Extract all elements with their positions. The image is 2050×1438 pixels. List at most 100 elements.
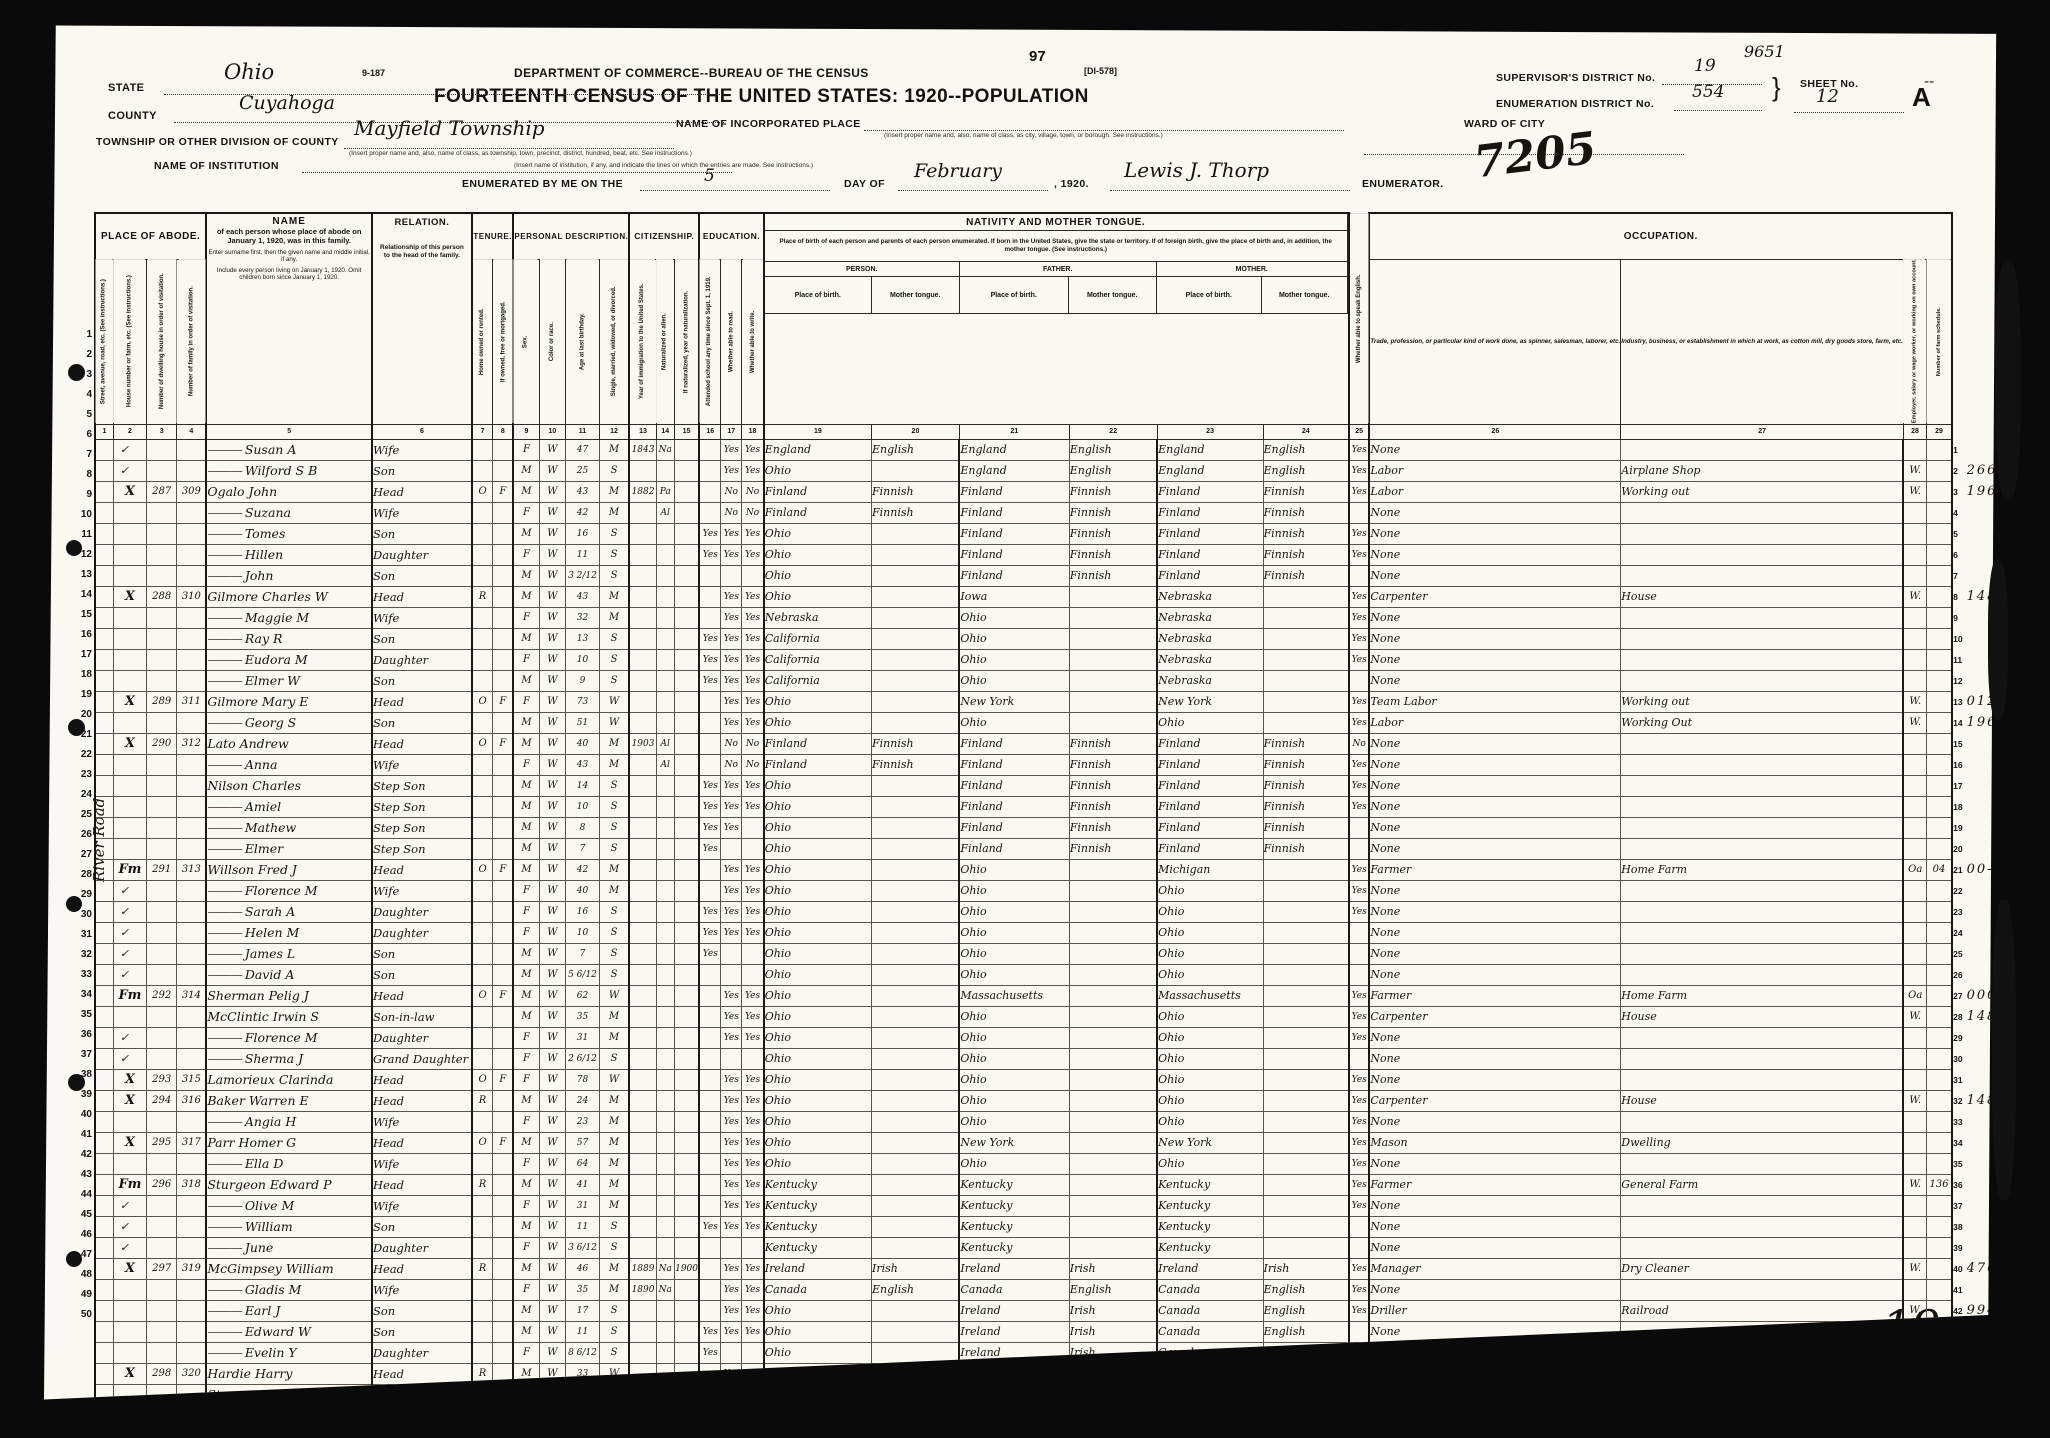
em-cell: [1902, 564, 1927, 587]
im-cell: [628, 942, 657, 965]
fl-cell: [1068, 648, 1158, 671]
ms-cell: M: [598, 1026, 630, 1049]
dw-cell: [146, 774, 178, 797]
fm-cell: [176, 1215, 207, 1238]
pl-cell: Finnish: [871, 753, 960, 776]
fb-cell: Finland: [958, 522, 1070, 545]
township-label: TOWNSHIP OR OTHER DIVISION OF COUNTY: [96, 136, 339, 148]
wr-cell: Yes: [741, 690, 765, 713]
dw-cell: [146, 1215, 178, 1238]
sc-cell: [698, 690, 722, 713]
rl-cell: Daughter: [370, 921, 473, 944]
im-cell: [628, 1131, 657, 1154]
rl-cell: Step Son: [370, 774, 473, 797]
right-line-number: 46: [1951, 1384, 1967, 1400]
wr-cell: Yes: [741, 1215, 765, 1238]
na-cell: [655, 1110, 675, 1133]
sx-cell: M: [512, 1362, 540, 1385]
sc-cell: [698, 480, 722, 503]
ow-cell: [470, 1215, 494, 1238]
im-cell: [628, 711, 657, 734]
wr-cell: No: [741, 480, 765, 503]
im-cell: [628, 1215, 657, 1238]
na-cell: [655, 1362, 675, 1385]
ms-cell: S: [598, 564, 630, 587]
ow-cell: O: [470, 1068, 494, 1091]
fb-cell: Ohio: [958, 1047, 1070, 1070]
em-cell: [1902, 438, 1927, 461]
rl-cell: Step Son: [370, 837, 473, 860]
dw-cell: [146, 900, 178, 923]
dw-cell: 293: [146, 1068, 178, 1091]
sx-cell: M: [512, 711, 540, 734]
ow-cell: [470, 1005, 494, 1028]
fa-cell: [1925, 480, 1954, 503]
sc-cell: Yes: [698, 795, 722, 818]
fb-cell: Ohio: [958, 711, 1070, 734]
pl-cell: [871, 774, 960, 797]
in-cell: [1620, 1383, 1904, 1400]
en-cell: Yes: [1347, 627, 1370, 650]
ditto-dash: ———: [207, 673, 245, 689]
fm-cell: [176, 1236, 207, 1259]
ms-cell: S: [598, 543, 630, 566]
sc-cell: Yes: [698, 774, 722, 797]
wr-cell: Yes: [741, 858, 765, 881]
street-cell: [93, 879, 114, 902]
county-rule: [174, 122, 724, 123]
rl-cell: Head: [370, 1173, 473, 1196]
im-cell: [629, 1405, 656, 1426]
in-cell: [1620, 1110, 1904, 1133]
in-cell: [1620, 1278, 1904, 1301]
mb-cell: Ohio: [1156, 921, 1264, 944]
right-line-number: 25: [1951, 943, 1967, 965]
em-cell: [1902, 732, 1927, 755]
fm-cell: [176, 837, 207, 860]
street-cell: [93, 1173, 114, 1196]
no-cell: 994: [1966, 1303, 1998, 1319]
fb-cell: Finland: [958, 753, 1070, 776]
em-cell: [1902, 963, 1927, 986]
column-number: 16: [698, 423, 722, 440]
name-cell: ——— June: [205, 1236, 373, 1259]
em-cell: [1902, 669, 1927, 692]
en-cell: No: [1347, 732, 1370, 755]
im-cell: [628, 1047, 657, 1070]
ow-cell: R: [470, 1173, 494, 1196]
pl-cell: [871, 837, 960, 860]
fa-cell: [1925, 1341, 1954, 1364]
in-cell: [1621, 1405, 1904, 1426]
rl-cell: Head: [370, 1131, 473, 1154]
ditto-dash: ———: [207, 946, 245, 962]
fm-cell: [176, 543, 207, 566]
left-line-number: 47: [80, 1249, 92, 1260]
pb-cell: Ohio: [762, 1089, 873, 1112]
column-number: 1: [93, 423, 114, 440]
rl-cell: Head: [370, 732, 473, 755]
ml-cell: [1262, 627, 1350, 650]
name-cell: ——— Elmer W: [205, 669, 373, 692]
fm-cell: [176, 1341, 207, 1364]
ow-cell: [470, 1236, 494, 1259]
mg-cell: [492, 711, 514, 734]
fm-cell: 310: [176, 585, 207, 608]
mb-cell: Finland: [1156, 501, 1264, 524]
na-cell: Na: [655, 438, 675, 461]
street-cell: [93, 669, 114, 692]
di-code: [DI-578]: [1084, 66, 1118, 76]
ny-cell: [673, 459, 700, 482]
fb-cell: Finland: [958, 480, 1070, 503]
fb-cell: Ohio: [959, 1405, 1069, 1426]
house-cell: [112, 501, 148, 524]
punch-hole: [66, 1251, 82, 1267]
wr-cell: Yes: [741, 543, 765, 566]
dw-cell: [146, 1194, 178, 1217]
punch-hole: [66, 896, 82, 912]
rl-cell: Step Son: [370, 795, 473, 818]
ms-cell: M: [598, 1173, 630, 1196]
fb-cell: Ohio: [958, 1362, 1070, 1385]
mb-cell: Kentucky: [1156, 1236, 1264, 1259]
im-cell: [628, 921, 657, 944]
sx-cell: M: [512, 459, 540, 482]
pb-cell: Ohio: [762, 522, 873, 545]
